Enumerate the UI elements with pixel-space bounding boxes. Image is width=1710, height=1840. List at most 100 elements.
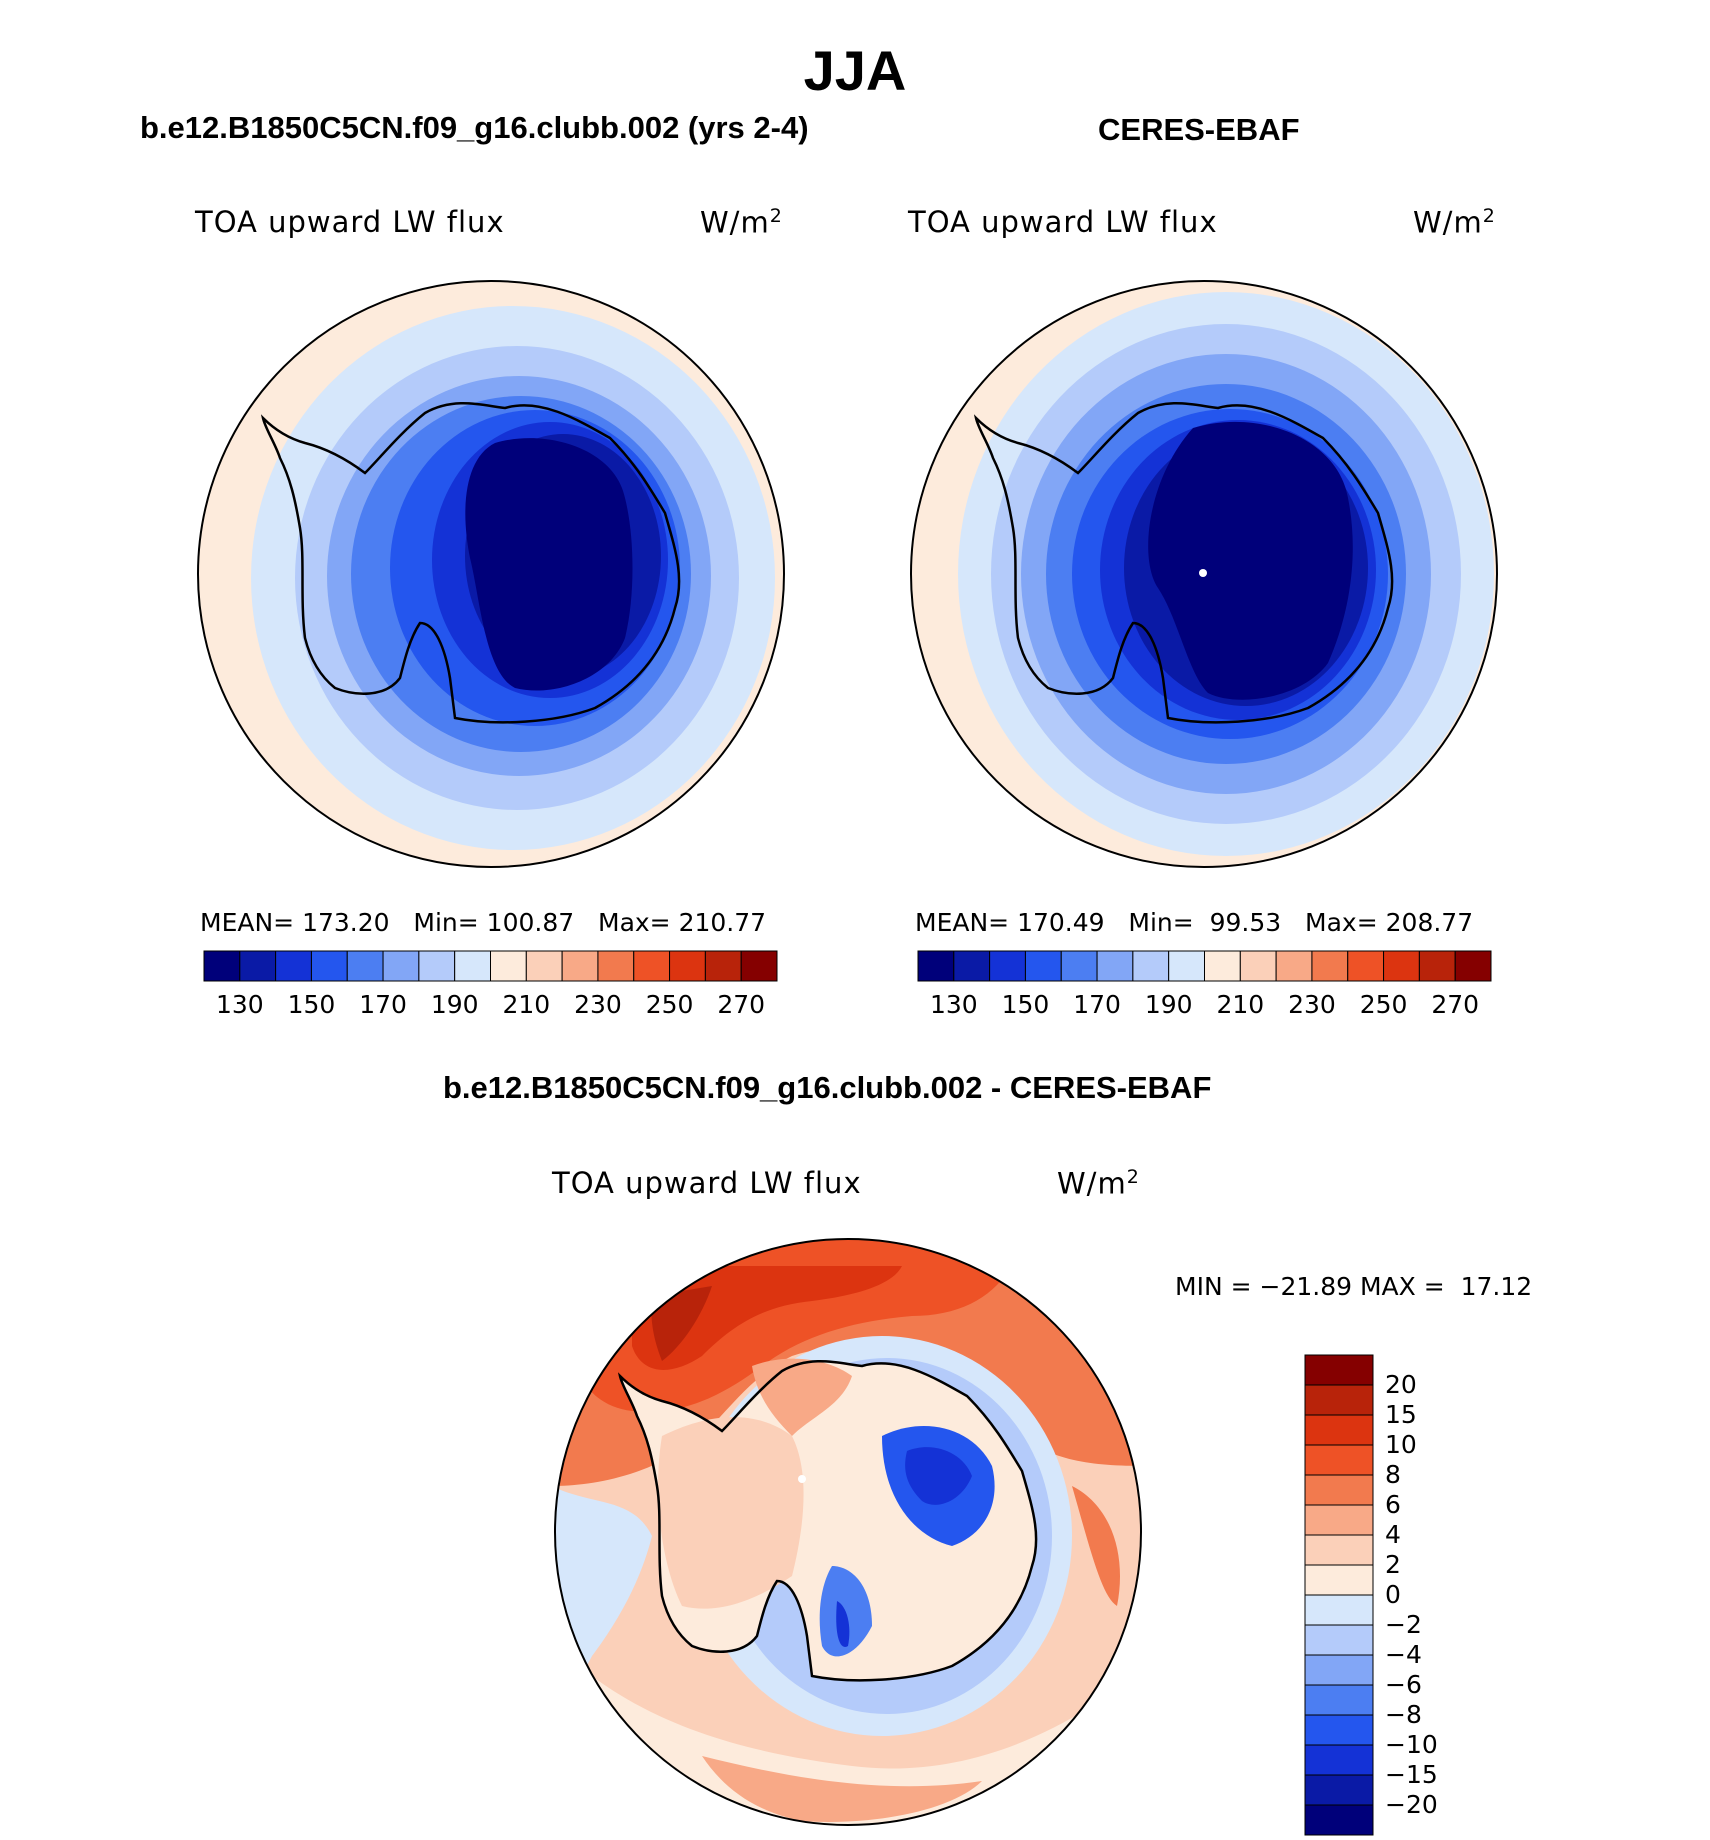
panel-1-colorbar-swatch-0: [203, 950, 241, 982]
panel-1-colorbar-swatch-13: [669, 950, 706, 982]
panel-2-colorbar-tick-label: 130: [929, 990, 978, 1019]
panel-2-map-border: [910, 280, 1498, 868]
panel-1-colorbar-tick-label: 150: [287, 990, 336, 1019]
panel-1-units: W/m2: [700, 205, 783, 240]
diff-units: W/m2: [1057, 1166, 1140, 1201]
diff-title: b.e12.B1850C5CN.f09_g16.clubb.002 - CERE…: [443, 1070, 1212, 1105]
diff-stats: MIN = −21.89 MAX = 17.12: [1175, 1272, 1533, 1301]
panel-2-colorbar-swatch-15: [1454, 950, 1492, 982]
diff-colorbar-swatch-1: [1304, 1384, 1374, 1416]
panel-1-variable: TOA upward LW flux: [195, 205, 505, 239]
panel-1-colorbar-tick-label: 270: [717, 990, 766, 1019]
diff-polar-map: [554, 1238, 1142, 1826]
panel-2-colorbar: [917, 950, 1492, 982]
panel-1-colorbar-swatch-15: [740, 950, 778, 982]
diff-continent-positive-west: [658, 1417, 804, 1609]
panel-2-colorbar-swatch-8: [1204, 950, 1241, 982]
panel-1-colorbar-swatch-3: [310, 950, 348, 982]
panel-1-colorbar-swatch-2: [275, 950, 312, 982]
panel-2-colorbar-tick-label: 170: [1073, 990, 1121, 1019]
diff-region-positive-south: [702, 1756, 982, 1822]
panel-1-colorbar-tick-label: 130: [215, 990, 264, 1019]
diff-colorbar-swatch-12: [1304, 1714, 1374, 1746]
diff-colorbar-tick-label: 0: [1385, 1580, 1401, 1609]
panel-2-colorbar-swatch-3: [1024, 950, 1062, 982]
diff-colorbar-tick-label: 8: [1385, 1460, 1401, 1489]
diff-colorbar-tick-label: 15: [1385, 1400, 1417, 1429]
panel-1-colorbar-tick-label: 210: [502, 990, 551, 1019]
panel-2-colorbar-tick-label: 270: [1431, 990, 1480, 1019]
panel-2-colorbar-swatch-0: [917, 950, 955, 982]
panel-2-colorbar-swatch-13: [1383, 950, 1420, 982]
diff-colorbar-swatch-3: [1304, 1444, 1374, 1476]
panel-2-title: CERES-EBAF: [1098, 112, 1300, 147]
diff-colorbar-swatch-8: [1304, 1594, 1374, 1626]
diff-region-positive-20: [651, 1286, 712, 1361]
panel-2-colorbar-swatch-2: [989, 950, 1026, 982]
panel-2-colorbar-tick-label: 250: [1359, 990, 1408, 1019]
panel-2-band-120: [1148, 421, 1353, 700]
panel-2-colorbar-swatch-11: [1311, 950, 1349, 982]
diff-colorbar-swatch-5: [1304, 1504, 1374, 1536]
diff-continent-negative-core: [905, 1447, 972, 1505]
diff-colorbar-swatch-10: [1304, 1654, 1374, 1686]
panel-1-stats: MEAN= 173.20 Min= 100.87 Max= 210.77: [200, 908, 767, 937]
diff-colorbar-tick-label: 6: [1385, 1490, 1401, 1519]
diff-pole-marker: [798, 1475, 806, 1483]
panel-1-colorbar-tick-label: 190: [430, 990, 479, 1019]
diff-colorbar-tick-label: −15: [1385, 1760, 1438, 1789]
diff-variable: TOA upward LW flux: [552, 1166, 862, 1200]
diff-colorbar-swatch-15: [1304, 1804, 1374, 1836]
panel-1-colorbar-tick-label: 250: [645, 990, 694, 1019]
diff-colorbar-swatch-2: [1304, 1414, 1374, 1446]
panel-2-colorbar-swatch-1: [953, 950, 991, 982]
panel-2-pole-marker: [1199, 569, 1207, 577]
panel-2-antarctica-coastline: [973, 402, 1394, 724]
panel-2-colorbar-tick-label: 230: [1288, 990, 1336, 1019]
diff-colorbar-tick-label: 4: [1385, 1520, 1401, 1549]
panel-2-stats: MEAN= 170.49 Min= 99.53 Max= 208.77: [915, 908, 1474, 937]
diff-colorbar-tick-label: 10: [1385, 1430, 1417, 1459]
diff-colorbar-tick-label: −6: [1385, 1670, 1422, 1699]
diff-colorbar-tick-label: −4: [1385, 1640, 1422, 1669]
panel-2-colorbar-tick-label: 210: [1216, 990, 1265, 1019]
diff-colorbar-swatch-14: [1304, 1774, 1374, 1806]
diff-colorbar-tick-label: −20: [1385, 1790, 1438, 1819]
diff-colorbar-tick-label: −8: [1385, 1700, 1422, 1729]
diff-colorbar-tick-label: −2: [1385, 1610, 1422, 1639]
figure-title: JJA: [803, 39, 907, 102]
panel-2-colorbar-swatch-14: [1418, 950, 1456, 982]
panel-1-colorbar-swatch-10: [561, 950, 599, 982]
panel-1-colorbar-swatch-7: [454, 950, 491, 982]
panel-1-polar-map: [197, 280, 785, 868]
diff-continent-negative-south-core: [836, 1601, 850, 1647]
diff-antarctica-coastline: [617, 1360, 1038, 1682]
panel-1-colorbar-tick-label: 230: [574, 990, 622, 1019]
panel-1-band-120: [465, 438, 633, 691]
panel-1-colorbar-swatch-6: [418, 950, 456, 982]
panel-2-colorbar-swatch-10: [1275, 950, 1313, 982]
panel-1-colorbar-swatch-1: [239, 950, 277, 982]
diff-colorbar-swatch-13: [1304, 1744, 1374, 1776]
panel-1-title: b.e12.B1850C5CN.f09_g16.clubb.002 (yrs 2…: [140, 110, 809, 145]
diff-continent-negative-south: [819, 1566, 872, 1657]
panel-1-colorbar-swatch-14: [704, 950, 742, 982]
panel-1-antarctica-coastline: [260, 402, 681, 724]
diff-colorbar-swatch-6: [1304, 1534, 1374, 1566]
diff-colorbar-tick-label: 20: [1385, 1370, 1417, 1399]
diff-colorbar-tick-label: −10: [1385, 1730, 1438, 1759]
diff-colorbar-swatch-9: [1304, 1624, 1374, 1656]
diff-colorbar-swatch-4: [1304, 1474, 1374, 1506]
diff-colorbar-swatch-7: [1304, 1564, 1374, 1596]
panel-1-colorbar-swatch-9: [525, 950, 563, 982]
diff-colorbar-tick-label: 2: [1385, 1550, 1401, 1579]
panel-2-colorbar-swatch-12: [1347, 950, 1385, 982]
panel-1-colorbar-swatch-4: [346, 950, 384, 982]
panel-1-map-border: [197, 280, 785, 868]
panel-2-colorbar-swatch-4: [1060, 950, 1098, 982]
diff-colorbar-ticks: 20 15 10 8 6 4 2 0 −2 −4 −6 −8 −10 −15 −20: [1385, 1355, 1505, 1835]
diff-colorbar-swatch-0: [1304, 1354, 1374, 1386]
panel-1-colorbar-ticks: 130 150 170 190 210 230 250 270: [204, 990, 777, 1022]
diff-colorbar-swatch-11: [1304, 1684, 1374, 1716]
diff-map-border: [554, 1238, 1142, 1826]
